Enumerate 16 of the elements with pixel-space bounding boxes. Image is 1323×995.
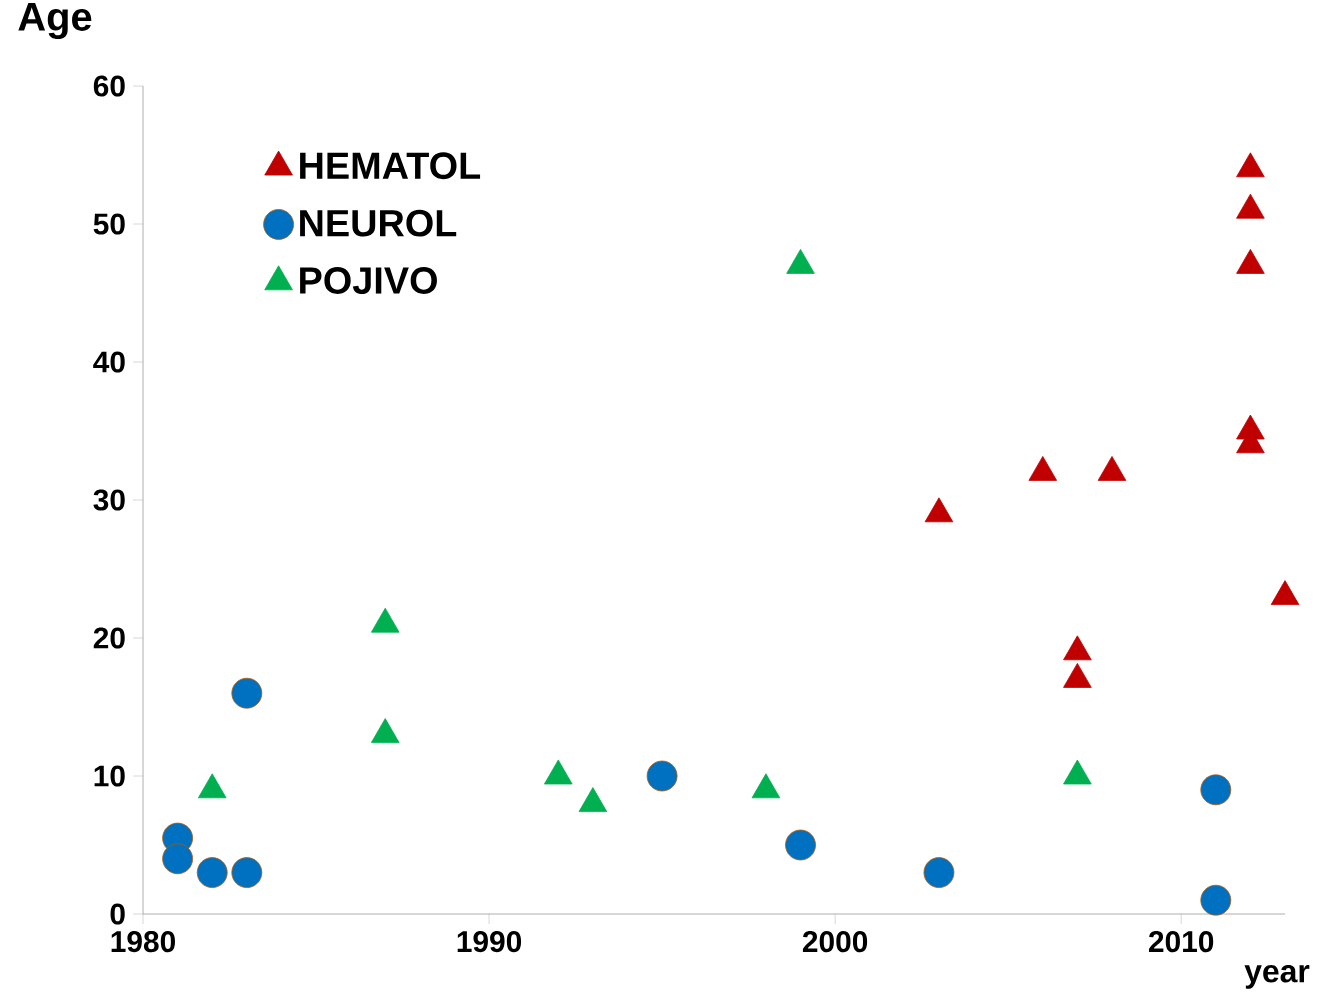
y-tick-label: 50 — [93, 213, 125, 235]
y-tick-label: 0 — [110, 903, 125, 925]
x-tick-label: 2000 — [802, 931, 868, 953]
x-axis-title: year — [1244, 965, 1310, 989]
y-tick-label: 60 — [93, 75, 125, 97]
x-tick-label: 1980 — [111, 931, 175, 953]
legend-label: NEUROL — [300, 209, 457, 237]
y-tick-label: 10 — [94, 765, 125, 787]
y-tick-label: 40 — [93, 351, 125, 373]
legend-label: HEMATOL — [300, 152, 481, 180]
legend-label: POJIVO — [300, 267, 437, 294]
x-tick-label: 2010 — [1148, 931, 1214, 953]
y-tick-label: 30 — [93, 489, 125, 511]
y-tick-label: 20 — [93, 627, 125, 649]
x-tick-label: 1990 — [457, 931, 522, 953]
y-axis-title: Age — [18, 3, 92, 39]
